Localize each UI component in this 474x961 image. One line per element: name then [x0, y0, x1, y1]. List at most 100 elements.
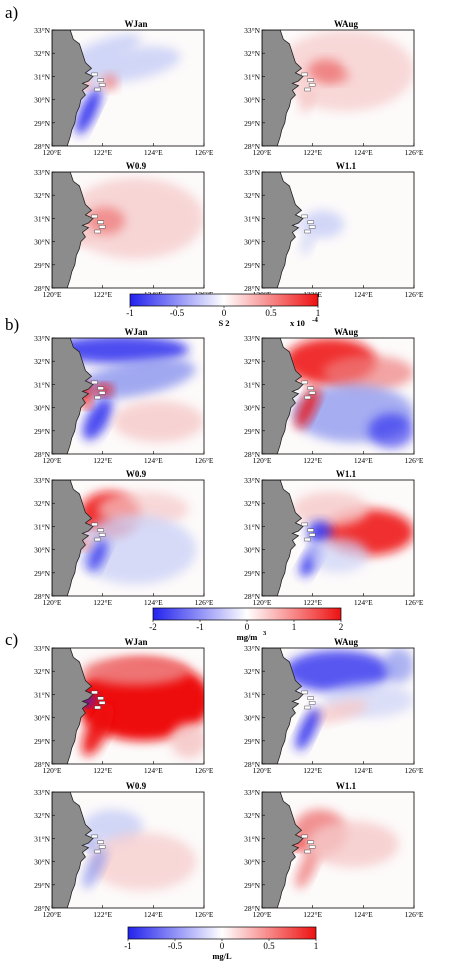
island: [98, 83, 106, 87]
anomaly-patch: [74, 514, 197, 585]
island: [98, 845, 106, 849]
island: [94, 229, 101, 234]
anomaly-patch: [308, 699, 368, 724]
map-w09: W0.933°N32°N31°N30°N29°N28°N120°E122°E12…: [34, 161, 214, 299]
island: [307, 528, 314, 532]
anomaly-patch: [170, 723, 204, 759]
lon-tick-label: 124°E: [144, 910, 163, 919]
lat-tick-label: 31°N: [244, 380, 260, 389]
lat-tick-label: 32°N: [244, 357, 260, 366]
map-frame: [261, 479, 415, 597]
lat-tick-label: 33°N: [244, 26, 260, 35]
lat-tick-label: 31°N: [244, 72, 260, 81]
lat-tick-label: 29°N: [34, 737, 50, 746]
lat-tick-label: 28°N: [34, 592, 50, 601]
island: [301, 834, 308, 839]
lon-tick-label: 126°E: [405, 766, 424, 775]
island: [301, 380, 308, 385]
island: [307, 840, 314, 844]
colorbar-tick-label: 1: [292, 622, 297, 632]
lat-tick-label: 30°N: [34, 858, 50, 867]
island: [91, 214, 98, 219]
lat-tick-label: 32°N: [34, 667, 50, 676]
map-title: W1.1: [336, 781, 357, 791]
map-frame: [261, 171, 415, 289]
island: [97, 840, 104, 844]
map-title: W0.9: [126, 161, 147, 171]
anomaly-patch: [82, 846, 107, 889]
lon-tick-label: 126°E: [405, 910, 424, 919]
land-mass: [262, 792, 304, 908]
lon-tick-label: 122°E: [93, 456, 112, 465]
lon-tick-label: 126°E: [405, 290, 424, 299]
lat-tick-label: 31°N: [34, 72, 50, 81]
map-frame: [51, 337, 205, 455]
lon-tick-label: 120°E: [43, 598, 62, 607]
lat-tick-label: 31°N: [34, 214, 50, 223]
map-frame: [261, 791, 415, 909]
map-frame: [261, 337, 415, 455]
island: [91, 690, 98, 695]
anomaly-patch: [90, 832, 197, 891]
island: [94, 395, 101, 400]
island: [301, 72, 308, 77]
map-w11: W1.133°N32°N31°N30°N29°N28°N120°E122°E12…: [244, 161, 424, 299]
map-title: WJan: [124, 327, 147, 337]
colorbar-tick-label: 0: [220, 941, 225, 951]
lat-tick-label: 28°N: [244, 450, 260, 459]
lat-tick-label: 32°N: [244, 667, 260, 676]
anomaly-field: [262, 30, 414, 146]
island: [94, 87, 101, 92]
lon-tick-label: 124°E: [144, 456, 163, 465]
lat-tick-label: 28°N: [34, 760, 50, 769]
lat-tick-label: 31°N: [34, 690, 50, 699]
anomaly-patch: [300, 228, 316, 255]
lat-tick-label: 28°N: [34, 904, 50, 913]
lat-tick-label: 32°N: [244, 49, 260, 58]
lat-tick-label: 31°N: [244, 690, 260, 699]
lat-tick-label: 32°N: [34, 811, 50, 820]
island: [304, 537, 311, 542]
lon-tick-label: 124°E: [144, 148, 163, 157]
land-mass: [52, 480, 94, 596]
anomaly-patch: [368, 413, 414, 449]
colorbar-tick-label: -1: [126, 308, 134, 318]
lat-tick-label: 33°N: [244, 788, 260, 797]
panel-letter: c): [5, 630, 18, 649]
lat-tick-label: 28°N: [244, 284, 260, 293]
lat-tick-label: 28°N: [34, 284, 50, 293]
anomaly-field: [52, 30, 181, 146]
lat-tick-label: 32°N: [244, 191, 260, 200]
panel-letter: b): [5, 315, 19, 334]
lat-tick-label: 28°N: [244, 142, 260, 151]
anomaly-patch: [292, 491, 369, 527]
lat-tick-label: 32°N: [244, 499, 260, 508]
anomaly-patch: [383, 648, 414, 683]
land-mass: [52, 30, 94, 146]
land-mass: [52, 648, 94, 764]
lat-tick-label: 31°N: [244, 522, 260, 531]
land-mass: [262, 172, 304, 288]
anomaly-patch: [75, 87, 102, 135]
island: [97, 528, 104, 532]
map-frame: [261, 647, 415, 765]
anomaly-patch: [295, 707, 320, 751]
island: [308, 701, 316, 705]
lon-tick-label: 120°E: [43, 456, 62, 465]
lat-tick-label: 29°N: [244, 881, 260, 890]
lat-tick-label: 32°N: [34, 357, 50, 366]
lat-tick-label: 29°N: [34, 427, 50, 436]
colorbar-gradient: [129, 293, 319, 307]
lat-tick-label: 31°N: [34, 522, 50, 531]
land-mass: [52, 338, 94, 454]
lat-tick-label: 33°N: [34, 788, 50, 797]
colorbar-tick-label: -0.5: [170, 308, 185, 318]
lat-tick-label: 31°N: [244, 834, 260, 843]
anomaly-patch: [319, 69, 351, 84]
lon-tick-label: 126°E: [195, 598, 214, 607]
lon-tick-label: 120°E: [43, 290, 62, 299]
